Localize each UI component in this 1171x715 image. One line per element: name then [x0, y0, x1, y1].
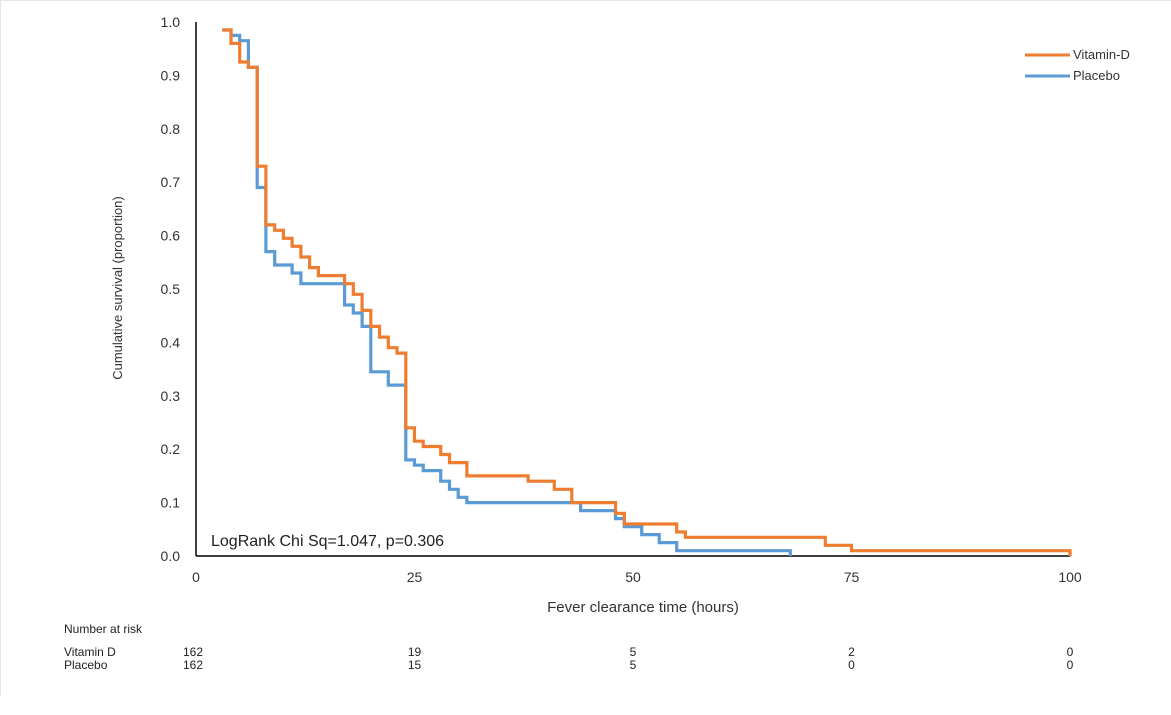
- frame-border-top: [0, 0, 1171, 1]
- y-tick-label: 0.9: [161, 67, 181, 83]
- y-tick-label: 0.8: [161, 121, 181, 137]
- series-line-vitamin-d: [222, 28, 1072, 556]
- legend-label-vitamin-d: Vitamin-D: [1073, 47, 1130, 62]
- logrank-annotation: LogRank Chi Sq=1.047, p=0.306: [211, 533, 444, 550]
- risk-value: 5: [630, 645, 637, 659]
- y-tick-label: 0.0: [161, 548, 181, 564]
- y-tick-label: 1.0: [161, 14, 181, 30]
- risk-value: 15: [408, 658, 422, 672]
- x-axis-label: Fever clearance time (hours): [547, 599, 739, 616]
- y-tick-label: 0.1: [161, 495, 181, 511]
- risk-row-label-vitamin-d: Vitamin D: [64, 645, 116, 659]
- risk-value: 0: [1067, 645, 1074, 659]
- y-tick-label: 0.3: [161, 388, 181, 404]
- legend-label-placebo: Placebo: [1073, 68, 1120, 83]
- risk-table-title: Number at risk: [64, 622, 143, 636]
- x-tick-label: 50: [625, 569, 641, 585]
- risk-value: 0: [848, 658, 855, 672]
- legend: Vitamin-D Placebo: [1025, 47, 1130, 83]
- risk-value: 0: [1067, 658, 1074, 672]
- x-tick-label: 25: [407, 569, 423, 585]
- frame-border-left: [0, 0, 1, 696]
- risk-value: 162: [183, 645, 203, 659]
- risk-value: 19: [408, 645, 422, 659]
- risk-value: 162: [183, 658, 203, 672]
- x-tick-label: 75: [844, 569, 860, 585]
- risk-value: 5: [630, 658, 637, 672]
- y-tick-label: 0.6: [161, 228, 181, 244]
- y-tick-label: 0.4: [161, 334, 181, 350]
- y-axis-label: Cumulative survival (proportion): [110, 196, 125, 380]
- y-tick-label: 0.2: [161, 441, 181, 457]
- risk-value: 2: [848, 645, 855, 659]
- x-tick-label: 100: [1058, 569, 1082, 585]
- y-tick-label: 0.5: [161, 281, 181, 297]
- risk-row-label-placebo: Placebo: [64, 658, 108, 672]
- plot-area: 0.0 0.1 0.2 0.3 0.4 0.5 0.6 0.7 0.8 0.9 1.0 0 25 50 75…: [161, 14, 1082, 585]
- y-tick-label: 0.7: [161, 174, 181, 190]
- x-tick-label: 0: [192, 569, 200, 585]
